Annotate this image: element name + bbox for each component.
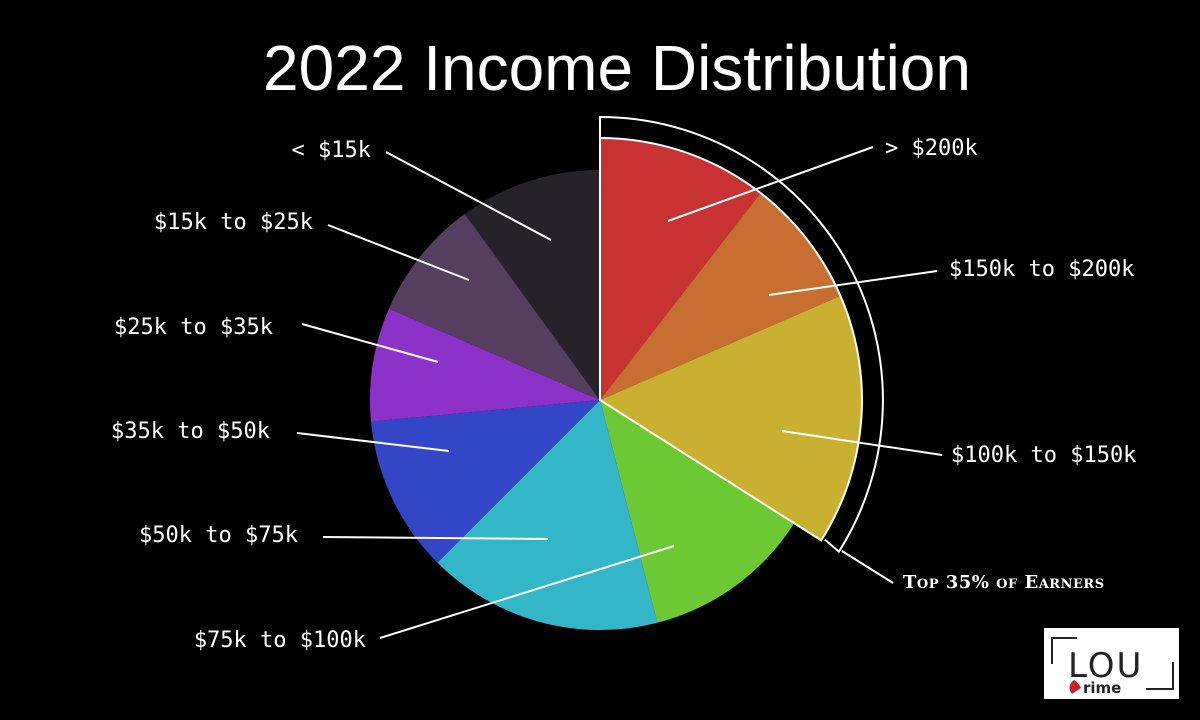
logo-sub-text: rime (1083, 679, 1121, 697)
pie-slice (600, 400, 795, 623)
pie-slice (371, 400, 600, 563)
pie-slice (437, 400, 658, 631)
slice-label: $50k to $75k (139, 523, 298, 548)
pie-slices (369, 136, 863, 631)
pie-slice (600, 295, 863, 541)
slice-leader-line (768, 270, 938, 296)
slice-label: $150k to $200k (949, 257, 1134, 282)
slice-label: > $200k (885, 136, 978, 161)
slice-leader-line (322, 536, 549, 540)
slice-leader-line (385, 151, 552, 241)
brand-logo: LOU rime (1044, 628, 1179, 699)
callout-leader-line (841, 550, 894, 584)
top-earners-label: Top 35% of Earners (903, 572, 1105, 593)
slice-leader-line (781, 430, 943, 456)
top-earners-callout: Top 35% of Earners (599, 115, 1105, 593)
logo-background (1044, 628, 1179, 699)
slice-leader-line (667, 146, 874, 222)
slice-label: < $15k (292, 138, 371, 163)
slice-label: $75k to $100k (194, 628, 366, 653)
logo-main-text: LOU (1068, 646, 1143, 686)
slice-label: $100k to $150k (951, 443, 1136, 468)
slice-label: $35k to $50k (111, 419, 270, 444)
highlight-outline (599, 136, 863, 542)
slice-labels: > $200k $150k to $200k $100k to $150k $75k … (111, 136, 1136, 653)
slice-label: $15k to $25k (154, 210, 313, 235)
pie-slice (464, 170, 600, 400)
pie-slice (600, 193, 841, 400)
pie-slice (388, 213, 600, 400)
top-earners-bracket (599, 115, 884, 554)
slice-label: $25k to $35k (114, 315, 273, 340)
slice-leader-line (327, 224, 470, 281)
leader-lines (296, 146, 943, 639)
chart-title: 2022 Income Distribution (263, 32, 971, 104)
slice-leader-line (301, 323, 439, 363)
slice-leader-line (296, 432, 450, 452)
pie-slice (369, 308, 600, 422)
logo-corner-top-left (1051, 637, 1077, 664)
logo-corner-bottom-right (1146, 662, 1174, 690)
logo-pin-icon (1069, 680, 1081, 694)
pie-slice (600, 138, 761, 400)
slice-leader-line (379, 545, 675, 639)
